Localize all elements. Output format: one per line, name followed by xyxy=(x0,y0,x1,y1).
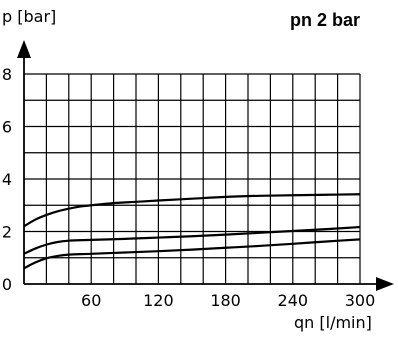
series-line-3 xyxy=(23,238,361,270)
x-tick-label: 300 xyxy=(345,291,376,310)
tick-labels: 60 120 180 240 300 0 2 4 6 8 xyxy=(2,65,375,310)
x-tick-label: 60 xyxy=(81,291,101,310)
x-tick-label: 240 xyxy=(278,291,309,310)
x-tick-label: 120 xyxy=(143,291,174,310)
y-tick-label: 8 xyxy=(2,65,12,84)
y-axis-arrow xyxy=(17,40,31,58)
x-axis-arrow xyxy=(376,277,394,291)
y-tick-label: 0 xyxy=(2,275,12,294)
y-tick-label: 2 xyxy=(2,223,12,242)
series-line-2 xyxy=(23,225,361,255)
x-axis-label: qn [l/min] xyxy=(294,313,372,332)
y-axis-label: p [bar] xyxy=(2,7,56,26)
axes xyxy=(17,40,394,291)
y-tick-label: 4 xyxy=(2,170,12,189)
chart-title: pn 2 bar xyxy=(290,10,360,30)
series-line-1 xyxy=(23,193,361,228)
y-tick-label: 6 xyxy=(2,118,12,137)
series-group xyxy=(23,193,361,270)
x-tick-label: 180 xyxy=(210,291,241,310)
grid xyxy=(24,73,361,284)
